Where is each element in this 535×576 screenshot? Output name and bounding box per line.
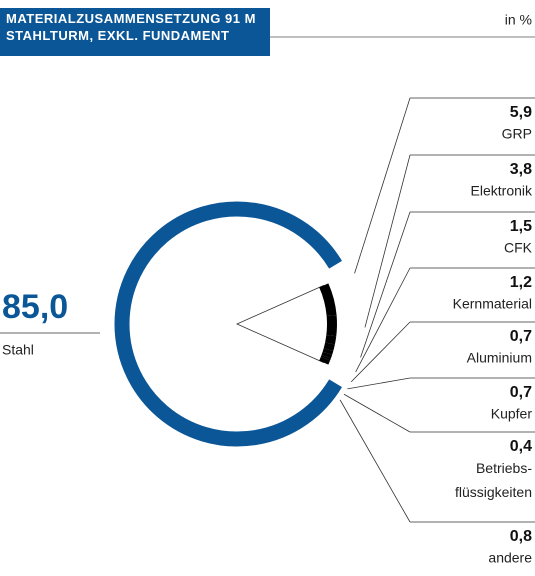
value-label: 1,2 bbox=[510, 274, 532, 291]
category-label: Kernmaterial bbox=[453, 296, 532, 312]
category-label: andere bbox=[488, 550, 532, 566]
value-label: 1,5 bbox=[510, 218, 532, 235]
title-box bbox=[0, 8, 270, 56]
pie-segment bbox=[320, 355, 331, 361]
value-label: 0,7 bbox=[510, 328, 532, 345]
leader-line bbox=[355, 267, 411, 373]
category-label: Elektronik bbox=[471, 183, 533, 199]
chart-title: MATERIALZUSAMMENSETZUNG 91 M STAHLTURM, E… bbox=[6, 11, 256, 43]
category-label: Betriebs-flüssigkeiten bbox=[455, 460, 532, 500]
value-label: 0,8 bbox=[510, 528, 532, 545]
leader-line bbox=[364, 154, 411, 328]
value-label: 0,4 bbox=[510, 438, 532, 455]
category-label: Stahl bbox=[2, 342, 34, 358]
category-label: GRP bbox=[502, 126, 532, 142]
leader-line bbox=[360, 211, 411, 358]
leader-line bbox=[347, 377, 411, 390]
pie-segment bbox=[326, 315, 337, 337]
category-label: CFK bbox=[504, 240, 533, 256]
pie-segment bbox=[322, 348, 334, 355]
leader-line bbox=[350, 321, 411, 383]
leader-line bbox=[343, 393, 411, 433]
value-label: 3,8 bbox=[510, 161, 532, 178]
pie-segment bbox=[323, 342, 335, 352]
zoom-wedge bbox=[236, 284, 324, 364]
pie-segment bbox=[319, 283, 337, 317]
pie-segment bbox=[319, 356, 331, 365]
value-label: 85,0 bbox=[2, 288, 68, 326]
leader-line bbox=[339, 399, 411, 523]
value-label: 0,7 bbox=[510, 384, 532, 401]
pie-segment bbox=[114, 201, 342, 447]
leader-line bbox=[354, 97, 411, 274]
pie-segment bbox=[321, 351, 333, 359]
category-label: Kupfer bbox=[491, 406, 533, 422]
value-label: 5,9 bbox=[510, 104, 532, 121]
pie-segment bbox=[325, 334, 337, 345]
unit-label: in % bbox=[505, 12, 532, 28]
category-label: Aluminium bbox=[467, 350, 532, 366]
